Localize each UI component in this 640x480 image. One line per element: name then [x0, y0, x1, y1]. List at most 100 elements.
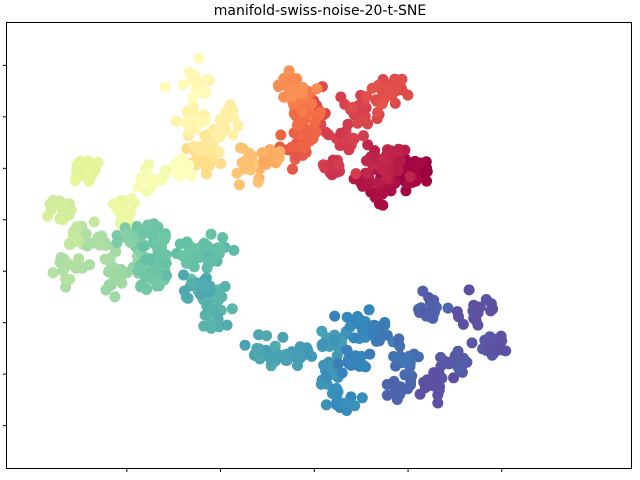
data-point — [187, 92, 199, 103]
data-point — [45, 204, 57, 216]
data-point — [137, 240, 149, 252]
data-point — [186, 170, 198, 182]
data-point — [211, 245, 223, 256]
data-point — [470, 315, 482, 327]
data-point — [309, 116, 321, 128]
data-point — [253, 329, 265, 341]
data-point — [192, 80, 204, 92]
data-point — [124, 236, 136, 248]
data-point — [349, 400, 361, 412]
data-point — [405, 376, 417, 388]
data-point — [363, 178, 375, 190]
data-point — [419, 166, 431, 178]
data-point — [442, 302, 454, 314]
data-point — [332, 358, 344, 370]
data-point — [260, 344, 272, 356]
data-point — [92, 237, 104, 249]
data-point — [212, 313, 224, 325]
data-point — [306, 98, 318, 110]
data-point — [303, 127, 315, 138]
data-point — [147, 230, 159, 242]
data-point — [218, 118, 230, 130]
data-point — [427, 308, 439, 320]
data-point — [352, 312, 364, 324]
data-point — [341, 311, 353, 323]
data-point — [231, 167, 243, 179]
data-point — [297, 142, 309, 154]
data-point — [105, 279, 117, 291]
data-point — [227, 129, 239, 141]
data-point — [170, 115, 182, 127]
data-point — [221, 319, 233, 331]
data-point — [316, 325, 328, 337]
data-point — [386, 88, 398, 100]
data-point — [293, 350, 305, 361]
data-point — [88, 216, 100, 228]
data-point — [358, 130, 369, 142]
data-point — [372, 107, 384, 118]
data-point — [198, 281, 210, 293]
data-point — [433, 384, 445, 396]
data-point — [318, 338, 329, 350]
data-point — [177, 79, 189, 91]
data-point — [159, 81, 171, 93]
data-point — [428, 372, 440, 384]
data-point — [137, 228, 149, 240]
data-point — [487, 303, 499, 315]
data-point — [297, 82, 309, 93]
data-point — [343, 144, 355, 156]
data-point — [333, 160, 345, 172]
data-point — [181, 257, 192, 269]
data-point — [392, 165, 404, 177]
data-point — [201, 262, 213, 274]
data-point — [362, 167, 373, 179]
data-point — [132, 181, 144, 193]
data-point — [109, 245, 121, 257]
data-point — [336, 367, 348, 379]
data-point — [273, 79, 284, 91]
data-point — [202, 240, 214, 252]
data-point — [291, 73, 303, 85]
data-point — [331, 383, 342, 395]
data-point — [320, 399, 332, 411]
data-point — [401, 353, 413, 365]
data-point — [239, 339, 251, 351]
data-point — [443, 358, 455, 370]
data-point — [364, 348, 376, 360]
data-point — [135, 172, 147, 184]
data-point — [143, 159, 155, 170]
scatter-points — [42, 52, 512, 416]
data-point — [269, 340, 281, 352]
data-point — [292, 150, 304, 162]
data-point — [226, 303, 238, 315]
data-point — [362, 118, 374, 130]
data-point — [495, 330, 507, 342]
data-point — [393, 143, 405, 155]
data-point — [145, 181, 157, 193]
data-point — [372, 177, 384, 189]
data-point — [381, 389, 393, 401]
data-point — [421, 175, 433, 187]
data-point — [201, 309, 213, 321]
data-point — [243, 159, 255, 171]
data-point — [178, 269, 189, 281]
data-point — [178, 285, 190, 297]
data-point — [277, 331, 289, 343]
data-point — [115, 263, 127, 275]
data-point — [69, 175, 81, 187]
data-point — [347, 101, 359, 113]
data-point — [388, 351, 400, 362]
data-point — [126, 193, 137, 205]
data-point — [232, 120, 244, 132]
data-point — [283, 65, 295, 77]
data-point — [404, 171, 416, 183]
data-point — [73, 253, 85, 265]
data-point — [384, 145, 396, 157]
data-point — [306, 350, 318, 362]
data-point — [457, 318, 469, 330]
data-point — [109, 291, 121, 303]
data-point — [361, 155, 372, 167]
data-point — [335, 127, 347, 139]
data-point — [216, 291, 228, 303]
